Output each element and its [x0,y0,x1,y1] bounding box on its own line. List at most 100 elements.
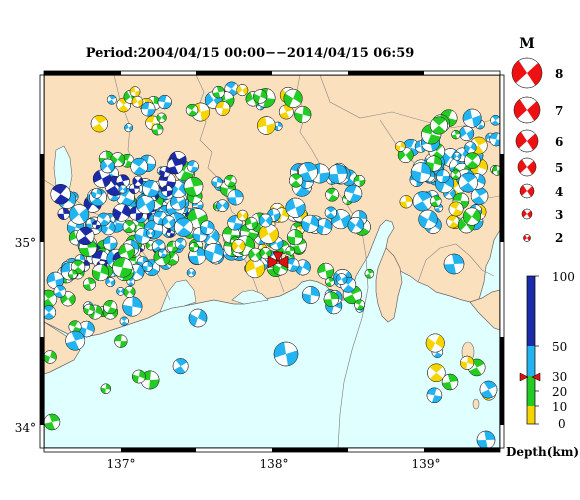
beachball-354 [68,269,78,280]
lon-tick-138: 138° [260,457,289,471]
beachball-425 [443,253,465,275]
beachball-235 [353,174,366,187]
beachball-168 [183,176,204,197]
beachball-207 [286,229,303,246]
focal-mechanisms [44,81,500,448]
beachball-239 [285,197,306,218]
beachball-93 [118,243,135,260]
lon-tick-139: 139° [412,457,441,471]
beachball-71 [174,237,187,250]
beachball-341 [91,263,110,282]
beachball-166 [132,175,144,187]
beachball-417 [65,330,86,351]
epicenter-marker [267,251,289,269]
beachball-244 [347,216,365,234]
beachball-152 [142,180,160,198]
beachball-293 [462,207,481,226]
beachball-143 [211,176,223,188]
beachball-253 [325,187,339,202]
mag-label-6: 6 [555,135,563,149]
beachball-130 [216,199,229,212]
beachball-383 [131,95,144,108]
beachball-399 [325,277,335,287]
beachball-398 [301,286,320,304]
beachball-267 [412,191,433,212]
mag-label-7: 7 [555,104,563,118]
depth-colorbar: 100 50 30 20 10 0 Depth(km) [506,270,579,459]
beachball-246 [344,184,363,203]
beachball-320 [464,141,477,154]
beachball-388 [364,268,375,279]
beachball-242 [324,206,337,219]
beachball-171 [92,169,112,188]
beachball-418 [44,350,57,364]
beachball-294 [395,141,406,152]
beachball-136 [227,189,244,206]
beachball-78 [96,212,111,227]
beachball-95 [91,220,101,230]
beachball-328 [462,108,482,128]
beachball-353 [103,300,118,315]
beachball-367 [212,85,225,99]
beachball-385 [129,86,141,98]
beachball-321 [464,152,481,169]
beachball-317 [410,162,432,183]
beachball-105 [57,207,70,220]
beachball-412 [132,369,146,384]
beachball-416 [119,316,129,326]
beachball-314 [490,114,500,126]
beachball-332 [105,277,116,288]
beachball-290 [448,201,464,217]
beachball-222 [258,223,279,244]
mag-legend-ball-3 [517,157,537,177]
beachball-146 [174,217,194,237]
beachball-215 [245,258,266,279]
beachball-316 [425,155,443,172]
beachball-249 [301,214,320,233]
beachball-375 [157,94,172,110]
depth-tick-50: 50 [552,340,567,354]
beachball-164 [161,185,173,197]
beachball-343 [44,289,58,308]
depth-band-10-30 [527,376,535,406]
beachball-176 [166,157,184,175]
mag-legend-ball-6 [523,234,531,242]
beachball-149 [224,174,237,188]
beachball-359 [294,105,312,124]
beachball-223 [258,213,273,228]
mag-legend-ball-0 [511,57,543,89]
depth-band-30-50 [527,346,535,376]
island-toshima [472,398,480,410]
beachball-420 [100,383,112,394]
beachball-82 [103,236,118,251]
beachball-109 [136,195,156,215]
beachball-409 [426,387,443,404]
beachball-63 [50,184,71,205]
beachball-240 [327,164,348,184]
beachball-402 [427,363,446,382]
depth-band-50-100 [527,276,535,346]
beachball-381 [151,123,164,136]
beachball-312 [459,125,475,141]
beachball-378 [140,101,156,117]
beachball-213 [285,246,295,256]
beachball-106 [76,226,95,246]
beachball-352 [83,303,95,316]
beachball-298 [469,136,488,155]
depth-tick-10: 10 [552,400,567,414]
land-east [469,289,500,331]
depth-axis-label: Depth(km) [506,445,579,459]
lon-tick-137: 137° [107,457,136,471]
beachball-400 [335,273,348,285]
beachball-379 [90,115,109,133]
magnitude-legend: M 8 7 6 5 4 3 2 [511,36,563,245]
land-izu-peninsula [375,247,403,323]
depth-band-0-10 [527,406,535,424]
beachball-83 [146,228,156,238]
beachball-214 [244,216,258,230]
beachball-349 [112,257,133,278]
beachball-43 [186,268,196,278]
beachball-73 [91,187,102,199]
beachball-410 [479,380,498,399]
mag-legend-ball-5 [521,208,533,220]
